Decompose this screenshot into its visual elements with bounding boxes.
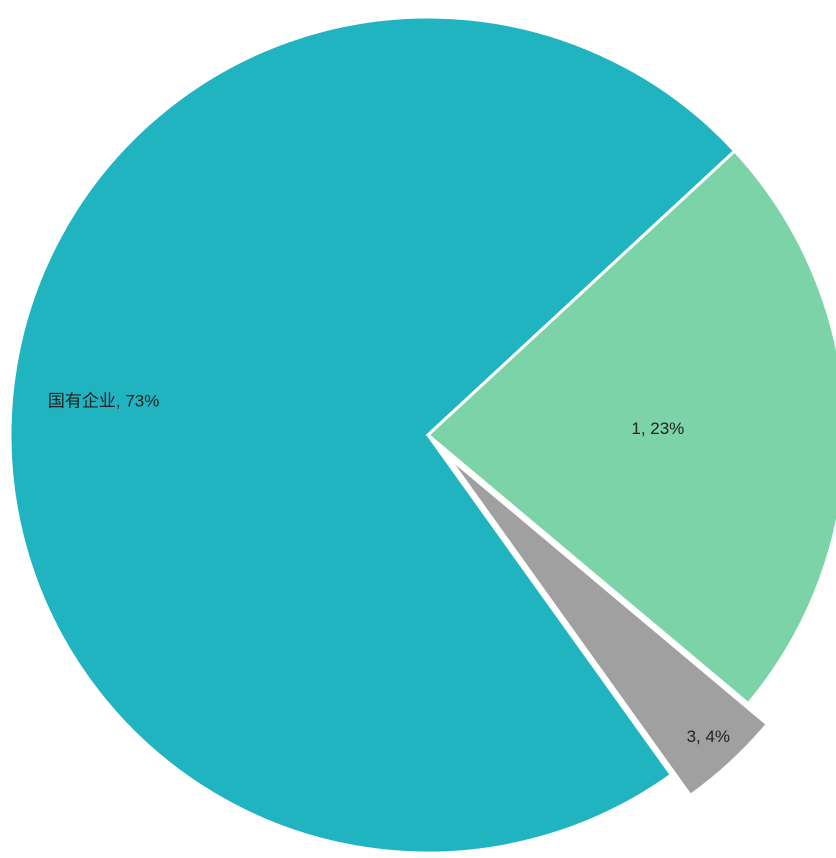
pie-slice-1: [8, 15, 737, 855]
pie-slice-3: [445, 454, 770, 798]
pie-slices: [8, 15, 836, 855]
pie-slice-2: [425, 148, 836, 706]
pie-slice-label-1: 国有企业, 73%: [48, 392, 159, 411]
pie-slice-label-2: 1, 23%: [631, 419, 684, 438]
pie-labels: 国有企业, 73% 1, 23% 3, 4%: [48, 392, 730, 747]
pie-slice-label-3: 3, 4%: [687, 727, 730, 746]
